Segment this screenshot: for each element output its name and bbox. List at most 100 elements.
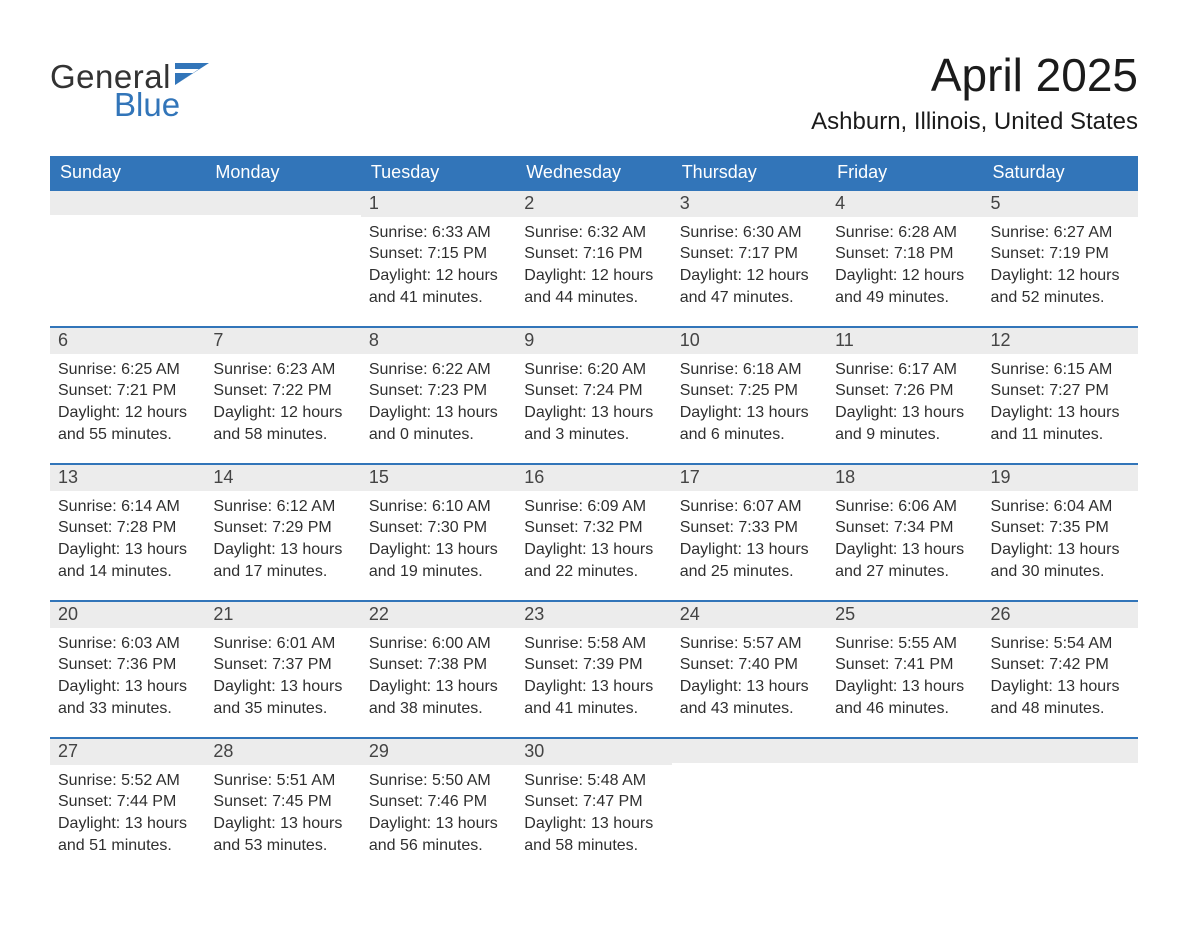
daylight-line: Daylight: 13 hours and 6 minutes.: [680, 402, 819, 445]
daylight-line: Daylight: 13 hours and 30 minutes.: [991, 539, 1130, 582]
daylight-line: Daylight: 13 hours and 58 minutes.: [524, 813, 663, 856]
sunrise-line: Sunrise: 6:15 AM: [991, 359, 1130, 381]
day-body: Sunrise: 6:25 AMSunset: 7:21 PMDaylight:…: [50, 354, 205, 459]
calendar-week: 27Sunrise: 5:52 AMSunset: 7:44 PMDayligh…: [50, 738, 1138, 874]
sunset-line: Sunset: 7:19 PM: [991, 243, 1130, 265]
calendar-cell: [50, 190, 205, 327]
daylight-line: Daylight: 13 hours and 17 minutes.: [213, 539, 352, 582]
calendar-head: SundayMondayTuesdayWednesdayThursdayFrid…: [50, 156, 1138, 190]
sunset-line: Sunset: 7:17 PM: [680, 243, 819, 265]
day-number: 7: [205, 328, 360, 354]
sunrise-line: Sunrise: 6:25 AM: [58, 359, 197, 381]
sunrise-line: Sunrise: 6:28 AM: [835, 222, 974, 244]
calendar-cell: 28Sunrise: 5:51 AMSunset: 7:45 PMDayligh…: [205, 738, 360, 874]
daylight-line: Daylight: 13 hours and 35 minutes.: [213, 676, 352, 719]
day-number: 23: [516, 602, 671, 628]
day-number: 13: [50, 465, 205, 491]
day-body: Sunrise: 6:04 AMSunset: 7:35 PMDaylight:…: [983, 491, 1138, 596]
calendar-cell: 10Sunrise: 6:18 AMSunset: 7:25 PMDayligh…: [672, 327, 827, 464]
day-body: Sunrise: 5:55 AMSunset: 7:41 PMDaylight:…: [827, 628, 982, 733]
sunrise-line: Sunrise: 6:07 AM: [680, 496, 819, 518]
calendar-cell: 2Sunrise: 6:32 AMSunset: 7:16 PMDaylight…: [516, 190, 671, 327]
sunset-line: Sunset: 7:44 PM: [58, 791, 197, 813]
day-body: Sunrise: 6:06 AMSunset: 7:34 PMDaylight:…: [827, 491, 982, 596]
sunrise-line: Sunrise: 6:22 AM: [369, 359, 508, 381]
day-number: 6: [50, 328, 205, 354]
weekday-header: Saturday: [983, 156, 1138, 190]
day-number: 25: [827, 602, 982, 628]
calendar-page: General Blue April 2025 Ashburn, Illinoi…: [0, 0, 1188, 934]
logo: General Blue: [50, 40, 209, 124]
calendar-cell: 27Sunrise: 5:52 AMSunset: 7:44 PMDayligh…: [50, 738, 205, 874]
sunrise-line: Sunrise: 5:54 AM: [991, 633, 1130, 655]
day-number: 26: [983, 602, 1138, 628]
sunrise-line: Sunrise: 6:23 AM: [213, 359, 352, 381]
weekday-header: Thursday: [672, 156, 827, 190]
calendar-cell: 23Sunrise: 5:58 AMSunset: 7:39 PMDayligh…: [516, 601, 671, 738]
day-number: 15: [361, 465, 516, 491]
weekday-header: Wednesday: [516, 156, 671, 190]
daylight-line: Daylight: 13 hours and 22 minutes.: [524, 539, 663, 582]
sunset-line: Sunset: 7:34 PM: [835, 517, 974, 539]
daylight-line: Daylight: 13 hours and 9 minutes.: [835, 402, 974, 445]
day-body: Sunrise: 5:52 AMSunset: 7:44 PMDaylight:…: [50, 765, 205, 870]
sunset-line: Sunset: 7:28 PM: [58, 517, 197, 539]
calendar-cell: 6Sunrise: 6:25 AMSunset: 7:21 PMDaylight…: [50, 327, 205, 464]
weekday-header: Sunday: [50, 156, 205, 190]
day-number: 2: [516, 191, 671, 217]
calendar-body: 1Sunrise: 6:33 AMSunset: 7:15 PMDaylight…: [50, 190, 1138, 874]
day-number: 5: [983, 191, 1138, 217]
day-body: Sunrise: 6:17 AMSunset: 7:26 PMDaylight:…: [827, 354, 982, 459]
weekday-header: Friday: [827, 156, 982, 190]
daylight-line: Daylight: 12 hours and 52 minutes.: [991, 265, 1130, 308]
day-body: Sunrise: 6:32 AMSunset: 7:16 PMDaylight:…: [516, 217, 671, 322]
day-number: 20: [50, 602, 205, 628]
sunrise-line: Sunrise: 6:00 AM: [369, 633, 508, 655]
day-body: Sunrise: 6:33 AMSunset: 7:15 PMDaylight:…: [361, 217, 516, 322]
sunrise-line: Sunrise: 5:55 AM: [835, 633, 974, 655]
sunset-line: Sunset: 7:35 PM: [991, 517, 1130, 539]
sunset-line: Sunset: 7:39 PM: [524, 654, 663, 676]
day-number: 9: [516, 328, 671, 354]
daylight-line: Daylight: 13 hours and 25 minutes.: [680, 539, 819, 582]
sunset-line: Sunset: 7:24 PM: [524, 380, 663, 402]
sunrise-line: Sunrise: 6:14 AM: [58, 496, 197, 518]
daylight-line: Daylight: 13 hours and 19 minutes.: [369, 539, 508, 582]
day-number: 3: [672, 191, 827, 217]
sunset-line: Sunset: 7:22 PM: [213, 380, 352, 402]
calendar-cell: 15Sunrise: 6:10 AMSunset: 7:30 PMDayligh…: [361, 464, 516, 601]
sunrise-line: Sunrise: 6:03 AM: [58, 633, 197, 655]
daylight-line: Daylight: 12 hours and 55 minutes.: [58, 402, 197, 445]
calendar-cell: 9Sunrise: 6:20 AMSunset: 7:24 PMDaylight…: [516, 327, 671, 464]
daylight-line: Daylight: 13 hours and 46 minutes.: [835, 676, 974, 719]
calendar-cell: 3Sunrise: 6:30 AMSunset: 7:17 PMDaylight…: [672, 190, 827, 327]
location: Ashburn, Illinois, United States: [811, 108, 1138, 136]
day-number: 11: [827, 328, 982, 354]
daylight-line: Daylight: 13 hours and 51 minutes.: [58, 813, 197, 856]
empty-day-strip: [827, 739, 982, 763]
calendar-cell: 1Sunrise: 6:33 AMSunset: 7:15 PMDaylight…: [361, 190, 516, 327]
sunset-line: Sunset: 7:36 PM: [58, 654, 197, 676]
weekday-header: Monday: [205, 156, 360, 190]
day-number: 24: [672, 602, 827, 628]
daylight-line: Daylight: 12 hours and 41 minutes.: [369, 265, 508, 308]
calendar-cell: 12Sunrise: 6:15 AMSunset: 7:27 PMDayligh…: [983, 327, 1138, 464]
sunset-line: Sunset: 7:23 PM: [369, 380, 508, 402]
day-body: Sunrise: 6:30 AMSunset: 7:17 PMDaylight:…: [672, 217, 827, 322]
daylight-line: Daylight: 13 hours and 14 minutes.: [58, 539, 197, 582]
day-body: Sunrise: 5:58 AMSunset: 7:39 PMDaylight:…: [516, 628, 671, 733]
sunset-line: Sunset: 7:41 PM: [835, 654, 974, 676]
daylight-line: Daylight: 13 hours and 27 minutes.: [835, 539, 974, 582]
calendar-cell: 14Sunrise: 6:12 AMSunset: 7:29 PMDayligh…: [205, 464, 360, 601]
sunset-line: Sunset: 7:30 PM: [369, 517, 508, 539]
daylight-line: Daylight: 13 hours and 3 minutes.: [524, 402, 663, 445]
daylight-line: Daylight: 13 hours and 43 minutes.: [680, 676, 819, 719]
sunrise-line: Sunrise: 6:33 AM: [369, 222, 508, 244]
daylight-line: Daylight: 13 hours and 56 minutes.: [369, 813, 508, 856]
sunrise-line: Sunrise: 6:17 AM: [835, 359, 974, 381]
calendar-week: 13Sunrise: 6:14 AMSunset: 7:28 PMDayligh…: [50, 464, 1138, 601]
calendar-cell: 21Sunrise: 6:01 AMSunset: 7:37 PMDayligh…: [205, 601, 360, 738]
sunset-line: Sunset: 7:18 PM: [835, 243, 974, 265]
sunrise-line: Sunrise: 5:50 AM: [369, 770, 508, 792]
day-number: 29: [361, 739, 516, 765]
